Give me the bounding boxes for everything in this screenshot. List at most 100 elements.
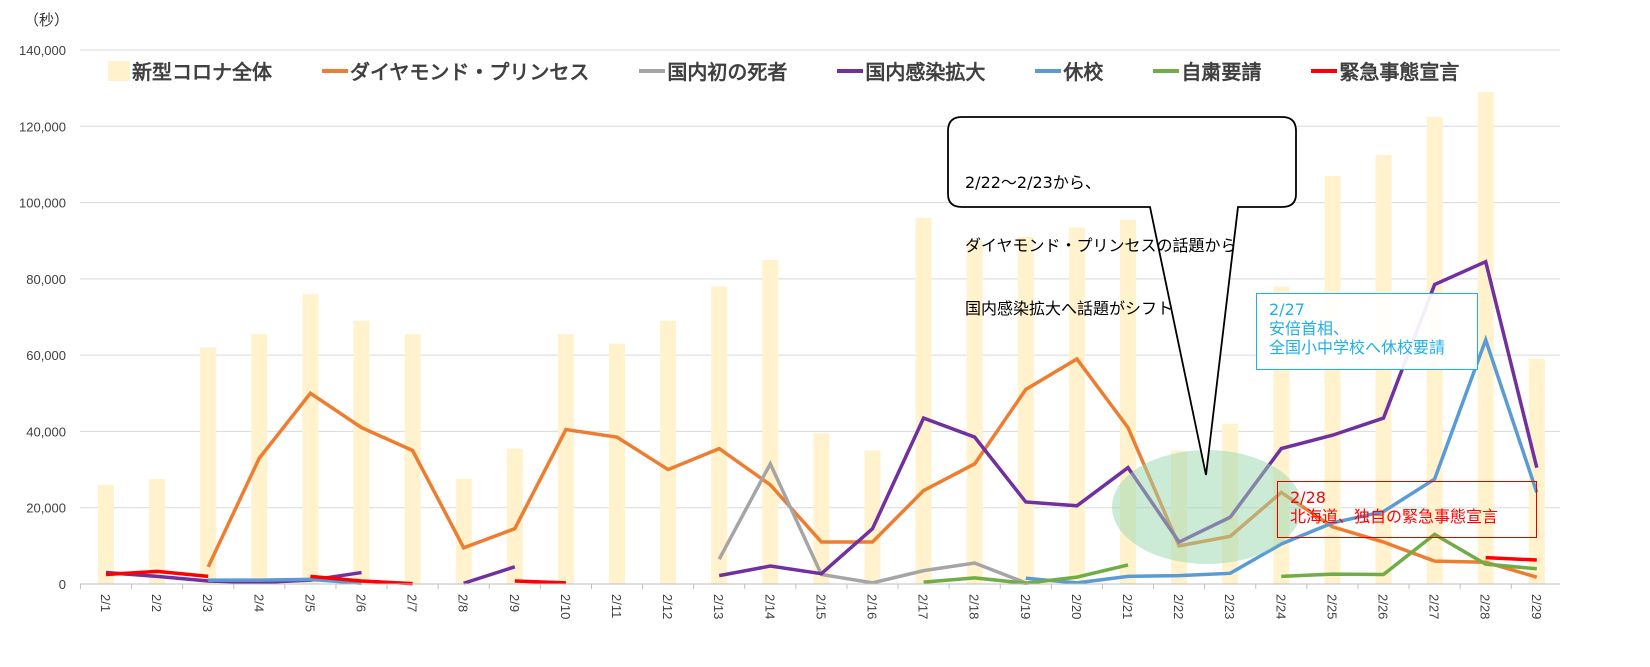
legend-swatch-total — [108, 60, 130, 81]
x-tick-label: 2/8 — [456, 594, 471, 612]
bar — [915, 217, 932, 585]
legend-item-self-restraint: 自粛要請 — [1153, 56, 1261, 85]
legend-swatch-emergency — [1311, 68, 1338, 73]
legend-swatch-school-closure — [1035, 68, 1062, 73]
annotation-line: 安倍首相、 — [1269, 319, 1350, 338]
legend: 新型コロナ全体 ダイヤモンド・プリンセス 国内初の死者 国内感染拡大 休校 自粛… — [108, 56, 1459, 85]
callout-text: 2/22～2/23から、 ダイヤモンド・プリンセスの話題から 国内感染拡大へ話題… — [965, 130, 1237, 340]
x-tick-label: 2/28 — [1478, 594, 1493, 619]
annotation-date: 2/27 — [1269, 300, 1305, 319]
annotation-line: 全国小中学校へ休校要請 — [1269, 338, 1446, 357]
callout-bubble — [947, 116, 1297, 476]
bar — [711, 286, 728, 584]
series-line-segment — [1281, 532, 1537, 579]
legend-item-diamond-princess: ダイヤモンド・プリンセス — [322, 56, 589, 85]
x-tick-label: 2/12 — [660, 594, 675, 619]
bar — [864, 450, 881, 584]
bar — [506, 448, 523, 584]
y-axis-unit-label: （秒） — [24, 11, 70, 29]
series-line-segment — [923, 563, 1129, 585]
series-line-segment — [717, 459, 1027, 585]
bar — [1528, 358, 1545, 584]
bar — [302, 294, 319, 584]
series-line-segment — [310, 574, 413, 586]
bar — [149, 479, 166, 584]
x-tick-label: 2/1 — [98, 594, 113, 612]
legend-swatch-domestic-spread — [837, 68, 864, 73]
annotation-line: 北海道、独自の緊急事態宣言 — [1290, 507, 1499, 526]
annotation-school-closure-request: 2/27 安倍首相、 全国小中学校へ休校要請 — [1256, 293, 1478, 370]
axes: 0 20,000 40,000 60,000 80,000 100,000 120,000 1… — [19, 43, 1560, 619]
legend-label-self-restraint: 自粛要請 — [1181, 60, 1262, 84]
x-tick-label: 2/18 — [967, 594, 982, 619]
x-tick-label: 2/9 — [507, 594, 522, 612]
bar — [200, 347, 217, 584]
x-tick-label: 2/22 — [1171, 594, 1186, 619]
legend-swatch-diamond-princess — [322, 68, 348, 73]
x-tick-label: 2/23 — [1222, 594, 1237, 619]
x-tick-label: 2/10 — [558, 594, 573, 619]
bar — [609, 343, 625, 584]
series-line-segment — [514, 579, 566, 585]
bar — [455, 479, 472, 584]
line-series — [105, 259, 1539, 586]
callout-line: 国内感染拡大へ話題がシフト — [965, 299, 1174, 318]
gridlines — [80, 49, 1560, 509]
x-tick-label: 2/11 — [609, 594, 624, 618]
y-tick-label: 120,000 — [19, 119, 66, 134]
x-tick-label: 2/13 — [711, 594, 726, 619]
bar — [660, 320, 677, 584]
x-tick-label: 2/26 — [1376, 594, 1391, 619]
x-tick-label: 2/5 — [302, 594, 317, 612]
callout-line: 2/22～2/23から、 — [965, 173, 1101, 192]
y-tick-label: 0 — [59, 577, 66, 592]
x-tick-label: 2/20 — [1069, 594, 1084, 619]
x-tick-label: 2/2 — [149, 594, 164, 612]
y-tick-label: 40,000 — [26, 424, 66, 439]
y-tick-label: 100,000 — [19, 196, 66, 211]
bar — [966, 240, 983, 584]
legend-label-domestic-spread: 国内感染拡大 — [865, 60, 986, 84]
bar — [98, 484, 114, 584]
x-tick-label: 2/17 — [916, 594, 931, 619]
bar — [404, 334, 421, 584]
legend-label-first-death: 国内初の死者 — [667, 60, 788, 84]
legend-label-diamond-princess: ダイヤモンド・プリンセス — [350, 60, 590, 84]
x-tick-label: 2/4 — [251, 594, 266, 612]
series-line-segment — [206, 356, 1538, 579]
series-line-segment — [208, 577, 362, 585]
series-line-segment — [1025, 334, 1539, 585]
legend-label-emergency: 緊急事態宣言 — [1339, 60, 1460, 84]
x-tick-label: 2/14 — [762, 594, 777, 619]
bar — [762, 259, 779, 584]
y-tick-label: 80,000 — [26, 272, 66, 287]
legend-swatch-self-restraint — [1153, 68, 1180, 73]
bar — [353, 320, 370, 584]
y-tick-label: 140,000 — [19, 43, 66, 58]
legend-label-school-closure: 休校 — [1063, 60, 1104, 84]
speech-callout — [947, 116, 1297, 476]
bar — [557, 334, 574, 584]
x-tick-label: 2/16 — [865, 594, 880, 619]
x-tick-label: 2/21 — [1120, 594, 1135, 619]
x-tick-label: 2/25 — [1324, 594, 1339, 619]
legend-item-domestic-spread: 国内感染拡大 — [837, 56, 985, 85]
legend-item-emergency: 緊急事態宣言 — [1311, 56, 1459, 85]
bar — [813, 433, 830, 584]
annotation-date: 2/28 — [1290, 488, 1326, 507]
legend-item-school-closure: 休校 — [1035, 56, 1103, 85]
highlight-ellipse — [1112, 450, 1302, 564]
callout-line: ダイヤモンド・プリンセスの話題から — [965, 236, 1237, 255]
legend-item-total: 新型コロナ全体 — [108, 56, 272, 85]
legend-label-total: 新型コロナ全体 — [132, 60, 272, 84]
x-tick-label: 2/6 — [354, 594, 369, 612]
x-tick-label: 2/15 — [813, 594, 828, 619]
series-line-segment — [463, 565, 516, 585]
series-line-segment — [105, 569, 209, 579]
legend-item-first-death: 国内初の死者 — [639, 56, 787, 85]
x-tick-label: 2/27 — [1427, 594, 1442, 619]
annotation-hokkaido-emergency: 2/28 北海道、独自の緊急事態宣言 — [1277, 481, 1537, 538]
series-line-segment — [718, 259, 1539, 578]
x-tick-label: 2/7 — [405, 594, 420, 612]
